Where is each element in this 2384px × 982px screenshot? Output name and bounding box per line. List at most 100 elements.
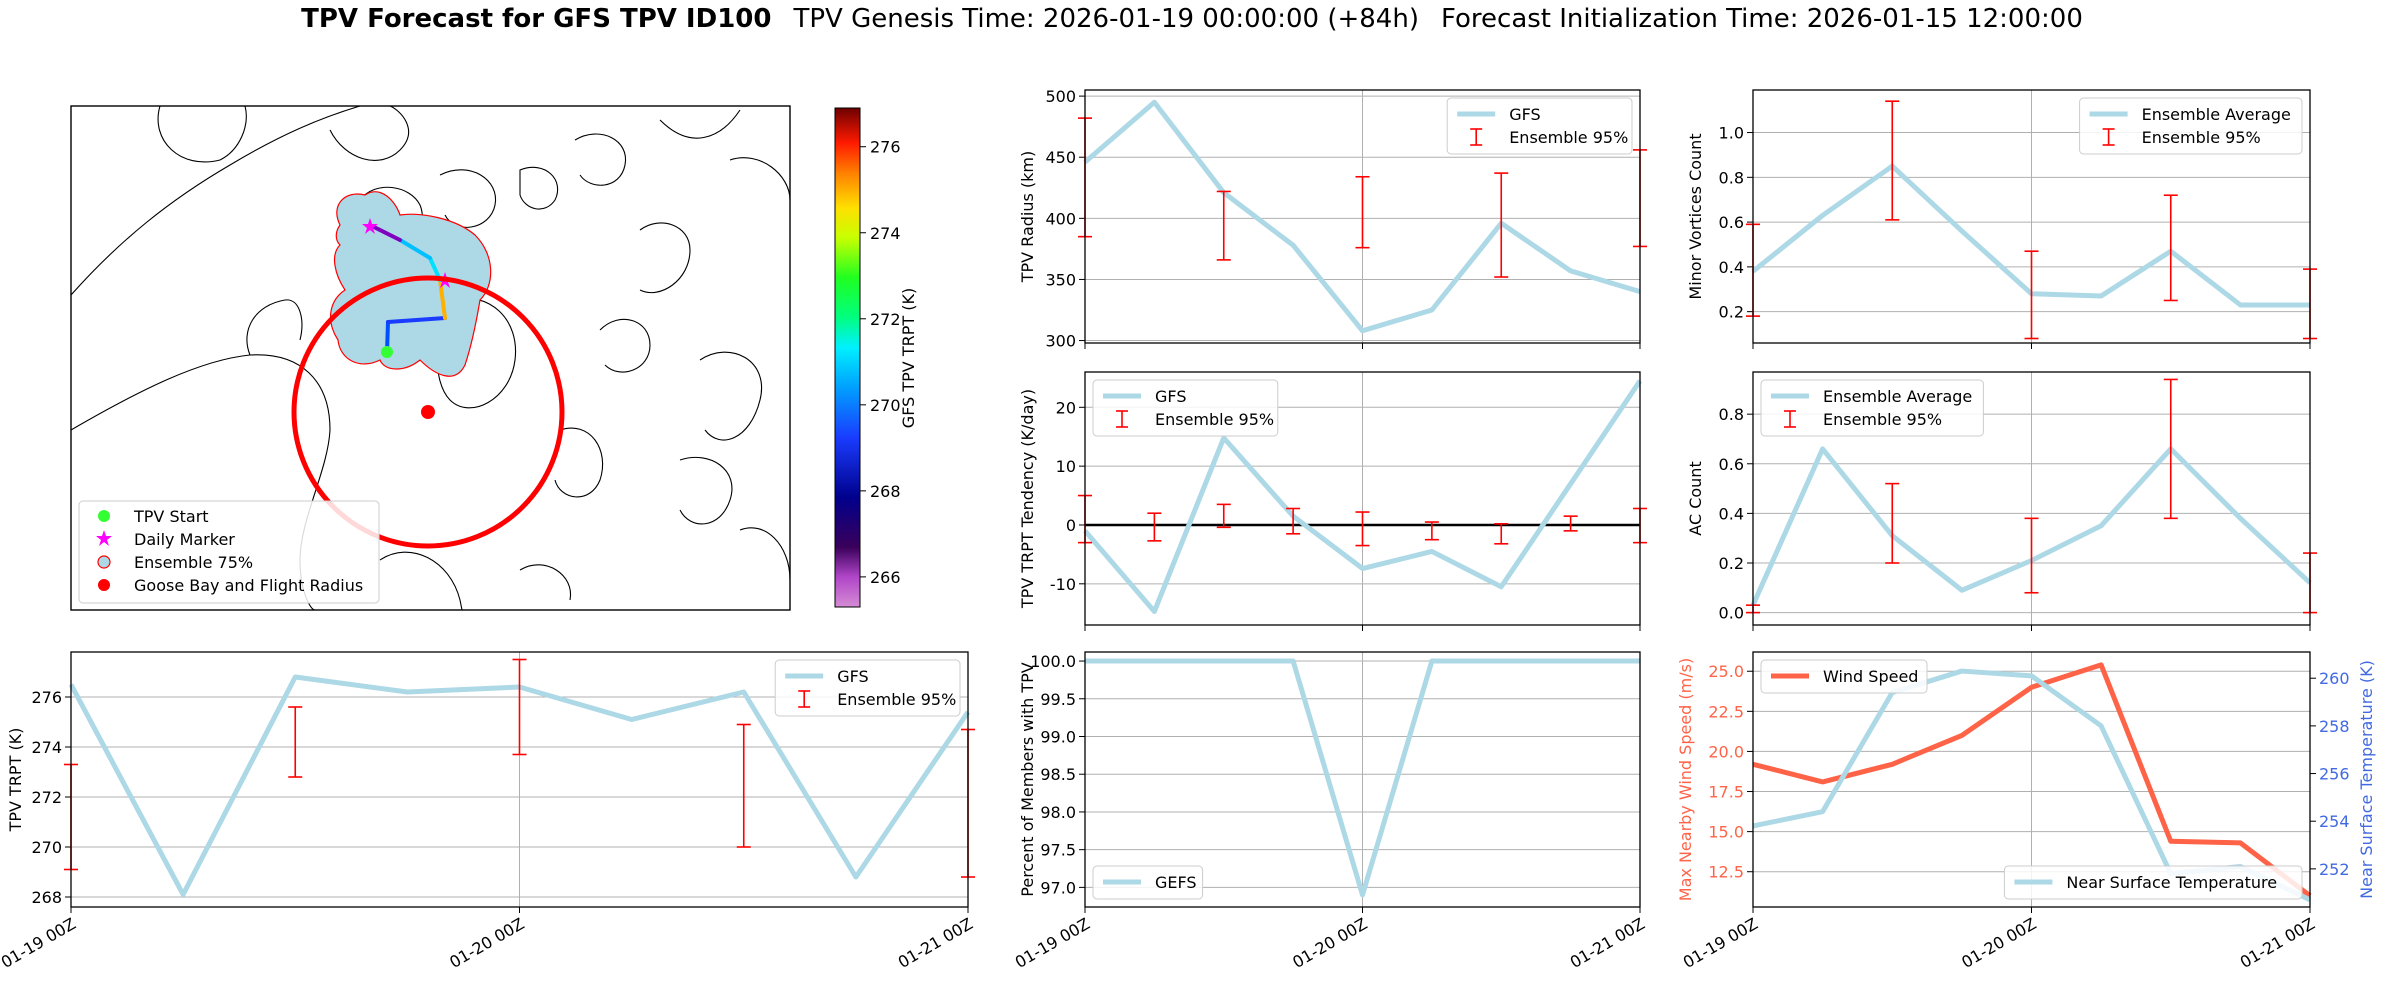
y-tick-label: 0.8 [1719, 168, 1744, 187]
chart-trpt-tendency: -10 0 10 20 TPV TRPT Tendency (K/day) GFS Ense… [1018, 371, 1647, 631]
colorbar-tick-label-276: 276 [870, 138, 901, 157]
y-tick-label: 17.5 [1708, 783, 1744, 802]
plot-frame [1752, 371, 2311, 626]
legend-ensemble-symbol [97, 555, 111, 569]
series-line-gefs [1085, 658, 1640, 898]
y2-tick-label: 254 [2319, 812, 2350, 831]
goose-bay-marker [421, 405, 435, 419]
y-tick-label: 500 [1045, 87, 1076, 106]
y-tick-label: -10 [1050, 575, 1076, 594]
y-tick-label: 97.0 [1040, 878, 1076, 897]
y-axis-label: Max Nearby Wind Speed (m/s) [1676, 658, 1695, 901]
y-tick-label: 10 [1056, 457, 1076, 476]
y-tick-label: 97.5 [1040, 841, 1076, 860]
title-init: Forecast Initialization Time: 2026-01-15… [1440, 4, 2083, 34]
legend-label: GFS [1155, 387, 1186, 406]
y-tick-label: 20 [1056, 398, 1076, 417]
y-axis-label: TPV TRPT (K) [6, 728, 25, 833]
title-genesis: TPV Genesis Time: 2026-01-19 00:00:00 (+… [793, 4, 1419, 34]
daily-marker-1 [362, 218, 378, 234]
y-tick-label: 98.5 [1040, 765, 1076, 784]
y-tick-label: 400 [1045, 209, 1076, 228]
y-tick-label: 0.4 [1719, 258, 1744, 277]
legend-frame [2079, 97, 2303, 155]
flight-radius-circle [291, 275, 565, 549]
legend-frame [1760, 659, 1928, 694]
y-tick-label: 0.6 [1719, 455, 1744, 474]
colorbar-tick-label-268: 268 [870, 482, 901, 501]
title-bold: TPV Forecast for GFS TPV ID100 [301, 4, 772, 34]
y-tick-label: 1.0 [1719, 124, 1744, 143]
ensemble-75-area [329, 191, 492, 377]
chart-legend: GFS Ensemble 95% [1446, 97, 1633, 155]
y-tick-label: 274 [31, 738, 62, 757]
colorbar-gradient [834, 107, 861, 608]
chart-legend: GFS Ensemble 95% [774, 659, 961, 717]
errorbars [1746, 100, 2317, 340]
y-axis-label: Minor Vortices Count [1686, 133, 1705, 299]
y-tick-label: 300 [1045, 332, 1076, 351]
y-tick-label: 0.2 [1719, 554, 1744, 573]
plot-frame [1084, 651, 1641, 908]
plot-frame [1752, 651, 2311, 908]
legend-label: Near Surface Temperature [2066, 873, 2277, 892]
chart-legend: GFS Ensemble 95% [1092, 379, 1279, 437]
figure-title: TPV Forecast for GFS TPV ID100 TPV Genesi… [0, 4, 2384, 34]
y-tick-label: 276 [31, 688, 62, 707]
chart-minor-vortices: 0.2 0.4 0.6 0.8 1.0 Minor Vortices Count Ensem… [1686, 89, 2317, 349]
y-tick-label: 99.5 [1040, 690, 1076, 709]
chart-tpv-radius: 300 350 400 450 500 TPV Radius (km) GFS Ensembl… [1018, 87, 1647, 351]
legend-label: Ensemble 95% [1155, 410, 1274, 429]
chart-legend: GEFS [1092, 865, 1204, 900]
legend-frame [1092, 865, 1204, 900]
y-tick-label: 98.0 [1040, 803, 1076, 822]
errorbars [1078, 494, 1647, 547]
x-tick-label: 01-21 00Z [1567, 914, 1648, 972]
legend-tpv-start: TPV Start [133, 507, 209, 526]
y2-tick-label: 258 [2319, 717, 2350, 736]
legend-label: GFS [837, 667, 868, 686]
x-tick-label: 01-21 00Z [895, 914, 976, 972]
y2-axis: 252 254 256 258 260 Near Surface Temperature … [2310, 660, 2376, 899]
plot-frame [1084, 371, 1641, 626]
map-frame [70, 105, 791, 611]
x-tick-label: 01-19 00Z [0, 914, 79, 972]
y2-axis-label: Near Surface Temperature (K) [2357, 660, 2376, 899]
plot-frame [1084, 89, 1641, 344]
y-axis-label: Percent of Members with TPV [1018, 662, 1037, 896]
y-tick-label: 268 [31, 888, 62, 907]
y-tick-label: 25.0 [1708, 662, 1744, 681]
legend-frame [2003, 865, 2303, 900]
y-tick-label: 100.0 [1030, 652, 1076, 671]
legend-label: GFS [1509, 105, 1540, 124]
y-axis-label: AC Count [1686, 461, 1705, 535]
y-tick-label: 270 [31, 838, 62, 857]
y-tick-label: 12.5 [1708, 863, 1744, 882]
plot-frame [1752, 89, 2311, 344]
chart-legend: Wind Speed [1760, 659, 1928, 694]
y-tick-label: 350 [1045, 270, 1076, 289]
legend-goose-symbol [98, 579, 110, 591]
colorbar-tick-label-274: 274 [870, 224, 901, 243]
x-tick-label: 01-19 00Z [1012, 914, 1093, 972]
y2-tick-label: 256 [2319, 765, 2350, 784]
x-tick-label: 01-20 00Z [446, 914, 527, 972]
colorbar: 276 274 272 270 268 266 GFS TPV TRPT (K) [834, 107, 918, 608]
legend-start-symbol [98, 510, 110, 522]
y-tick-label: 450 [1045, 148, 1076, 167]
y2-tick-label: 260 [2319, 669, 2350, 688]
series-line-gfs [1083, 99, 1641, 334]
legend-label: Ensemble Average [2142, 105, 2291, 124]
legend-label: Ensemble 95% [2142, 128, 2261, 147]
y-tick-label: 0.6 [1719, 213, 1744, 232]
chart-legend: Ensemble Average Ensemble 95% [1760, 379, 1984, 437]
legend-label: Ensemble 95% [1823, 410, 1942, 429]
legend-label: Ensemble Average [1823, 387, 1972, 406]
colorbar-label: GFS TPV TRPT (K) [899, 288, 918, 428]
y-tick-label: 22.5 [1708, 702, 1744, 721]
y-tick-label: 15.0 [1708, 823, 1744, 842]
colorbar-tick-label-270: 270 [870, 396, 901, 415]
legend-goose-bay: Goose Bay and Flight Radius [134, 576, 363, 595]
